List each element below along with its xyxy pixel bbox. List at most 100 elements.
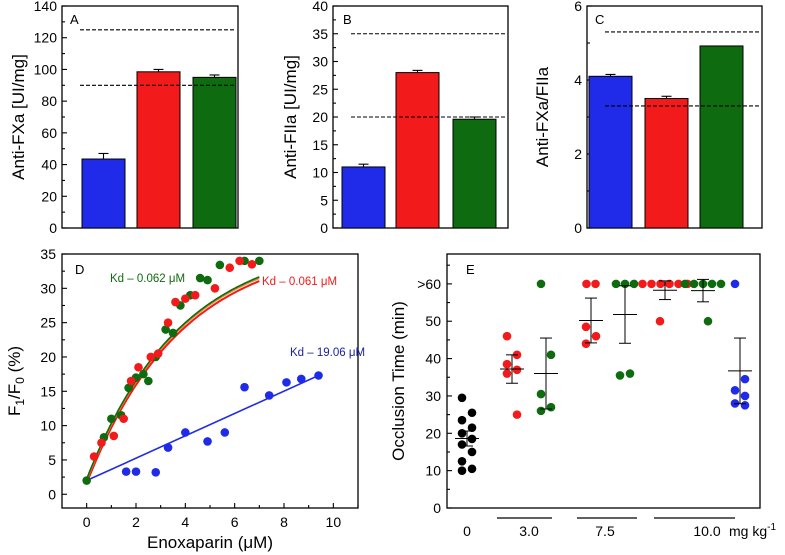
panel-d-point-red — [97, 438, 106, 448]
panel-e-point-blue — [740, 374, 750, 384]
panel-d-ytick-label: 0 — [48, 486, 56, 502]
panel-b-ytick-label: 25 — [312, 81, 328, 97]
panel-d-point-green — [139, 369, 148, 379]
panel-d-point-red — [163, 318, 173, 327]
panel-d-point-red — [225, 263, 235, 273]
panel-e-point-red — [502, 359, 512, 369]
panel-e-point-black — [457, 415, 467, 425]
panel-d-point-green — [144, 376, 153, 386]
panel-c-ytick-label: 6 — [574, 0, 582, 14]
panel-d-kd-green: Kd – 0.062 μM — [110, 273, 185, 285]
panel-d-ytick-label: 10 — [40, 418, 56, 434]
panel-d-letter: D — [75, 262, 84, 277]
panel-e-point-black — [457, 457, 467, 466]
panel-e-ytick-label: 50 — [425, 313, 441, 329]
panel-e-point-red — [582, 279, 591, 289]
panel-d-point-red — [171, 297, 180, 307]
panel-b-ytick-label: 0 — [320, 220, 328, 236]
panel-d-point-red — [210, 284, 220, 293]
panel-e-point-green — [716, 279, 726, 289]
panel-e-point-green — [703, 316, 713, 326]
panel-e-point-red — [502, 369, 512, 378]
panel-e-dose-label: 10.0 — [693, 523, 720, 539]
panel-e-letter: E — [466, 262, 475, 277]
panel-d-point-red — [235, 256, 244, 266]
panel-e-point-black — [467, 408, 477, 418]
panel-d-point-green — [255, 256, 264, 266]
panel-e-point-red — [591, 331, 601, 341]
panel-e-dose-label: 0 — [463, 523, 471, 539]
panel-d-point-red — [89, 452, 99, 461]
panel-a-ytick-label: 0 — [49, 220, 57, 236]
panel-e-point-green — [536, 389, 546, 399]
panel-d-kd-blue: Kd – 19.06 μM — [290, 347, 365, 359]
panel-e-point-red — [656, 279, 665, 289]
panel-e-point-red — [512, 365, 522, 375]
panel-d-point-green — [82, 476, 91, 485]
panel-c-ylabel: Anti-FXa/FIIa — [533, 66, 552, 167]
panel-d-point-green — [124, 383, 133, 393]
panel-d-xtick-label: 4 — [181, 514, 189, 530]
panel-d-point-red — [181, 294, 190, 303]
panel-d-xtick-label: 0 — [83, 514, 91, 530]
panel-d-point-red — [247, 259, 257, 269]
panel-e-ytick-label: 0 — [433, 500, 441, 516]
panel-d-point-green — [203, 275, 212, 285]
panel-e-point-green — [629, 279, 639, 289]
panel-d-point-blue — [181, 428, 190, 437]
panel-e-point-red — [647, 279, 656, 289]
panel-b-ytick-label: 30 — [312, 54, 328, 70]
panel-d-fit-curve-orange — [86, 277, 260, 481]
panel-c-ytick-label: 0 — [574, 220, 582, 236]
panel-e-point-green — [625, 369, 635, 378]
panel-c-letter: C — [595, 12, 604, 27]
panel-a-ytick-label: 120 — [34, 30, 58, 46]
panel-b-ytick-label: 35 — [312, 26, 328, 42]
panel-e-point-black — [457, 393, 467, 403]
panel-d-point-green — [107, 414, 116, 424]
panel-a-ytick-label: 140 — [34, 0, 58, 14]
panel-e-ytick-label: 20 — [425, 425, 441, 441]
panel-e-point-black — [457, 440, 467, 449]
panel-d-point-blue — [163, 443, 173, 452]
panel-d-xtick-label: 2 — [132, 514, 140, 530]
panel-e-ylabel: Occlusion Time (min) — [389, 301, 408, 461]
panel-d-point-blue — [314, 371, 323, 380]
panel-d-xtick-label: 10 — [326, 514, 342, 530]
panel-d-point-red — [109, 431, 119, 441]
panel-d-ytick-label: 15 — [40, 383, 56, 399]
panel-e-point-red — [502, 331, 512, 341]
panel-a-letter: A — [70, 12, 79, 27]
panel-d-xtick-label: 6 — [231, 514, 239, 530]
panel-d-point-blue — [296, 374, 306, 384]
panel-e-point-black — [457, 466, 467, 475]
panel-b-ytick-label: 20 — [312, 109, 328, 125]
panel-c-bar — [644, 98, 689, 229]
panel-e-point-blue — [730, 279, 740, 289]
panel-a-ytick-label: 80 — [41, 93, 57, 109]
panel-e-point-green — [546, 350, 556, 360]
panel-b-ytick-label: 5 — [320, 192, 328, 208]
panel-e-point-black — [457, 428, 467, 438]
panel-d-ytick-label: 25 — [40, 315, 56, 331]
panel-d-fit-curve-red — [85, 280, 260, 484]
panel-d-point-green — [161, 325, 170, 334]
panel-e-point-blue — [740, 400, 750, 410]
panel-b-letter: B — [343, 12, 352, 27]
panel-d-xtick-label: 8 — [280, 514, 288, 530]
panel-b-ytick-label: 15 — [312, 137, 328, 153]
panel-d-xlabel: Enoxaparin (μM) — [147, 533, 273, 552]
panel-d-point-blue — [131, 467, 141, 476]
panel-d-point-red — [119, 414, 128, 424]
panel-d-point-blue — [220, 428, 230, 437]
panel-c-ytick-label: 4 — [574, 72, 582, 88]
panel-c-bar — [699, 45, 744, 229]
panel-a-ytick-label: 20 — [41, 188, 57, 204]
panel-e-point-red — [581, 339, 591, 348]
panel-d-point-green — [215, 260, 225, 270]
panel-a-ytick-label: 100 — [34, 61, 58, 77]
panel-e-point-green — [536, 406, 546, 416]
panel-e-point-green — [536, 279, 546, 289]
panel-e-dose-label: 3.0 — [519, 523, 539, 539]
